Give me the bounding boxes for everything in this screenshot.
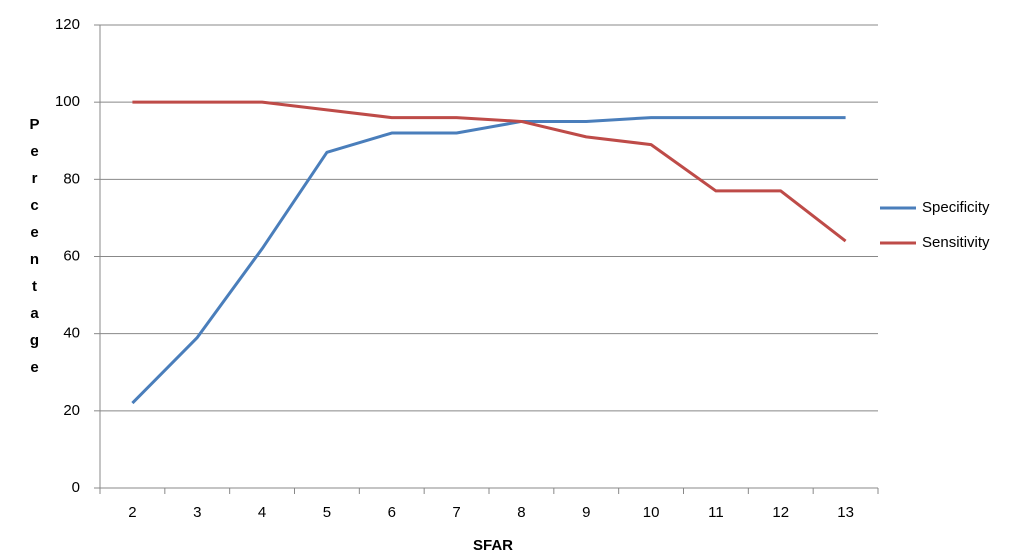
- y-tick-label: 100: [55, 93, 80, 110]
- y-axis-label: Percentage: [26, 116, 43, 386]
- x-tick-label: 9: [582, 504, 590, 521]
- x-tick-label: 2: [128, 504, 136, 521]
- x-tick-label: 4: [258, 504, 266, 521]
- y-tick-label: 20: [63, 402, 80, 419]
- x-tick-label: 7: [452, 504, 460, 521]
- x-tick-label: 8: [517, 504, 525, 521]
- legend-label: Specificity: [922, 199, 990, 216]
- series-line: [131, 116, 846, 405]
- y-tick-label: 80: [63, 170, 80, 187]
- x-tick-label: 11: [708, 504, 724, 521]
- y-tick-label: 40: [63, 325, 80, 342]
- legend-label: Sensitivity: [922, 234, 990, 251]
- x-tick-label: 3: [193, 504, 201, 521]
- y-tick-label: 0: [72, 479, 80, 496]
- x-axis-label: SFAR: [473, 537, 513, 554]
- x-tick-label: 13: [837, 504, 854, 521]
- y-tick-label: 120: [55, 16, 80, 33]
- y-tick-label: 60: [63, 247, 80, 264]
- x-tick-label: 10: [643, 504, 660, 521]
- x-tick-label: 5: [323, 504, 331, 521]
- x-tick-label: 12: [772, 504, 789, 521]
- series-line: [132, 100, 847, 243]
- x-tick-label: 6: [388, 504, 396, 521]
